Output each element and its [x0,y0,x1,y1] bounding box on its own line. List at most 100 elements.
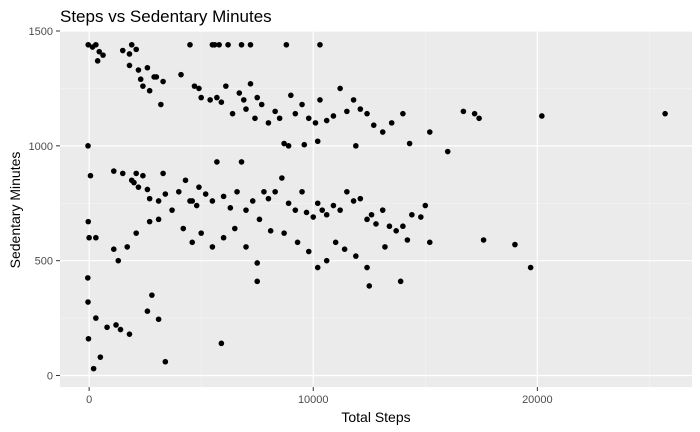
data-point [261,188,267,195]
data-point [292,110,299,117]
data-point [216,41,222,48]
data-point [104,324,110,331]
data-point [299,188,305,195]
data-point [214,94,220,101]
data-point [196,85,202,92]
data-point [281,230,287,236]
x-tick-label: 10000 [298,394,329,406]
data-point [236,90,243,96]
data-point [288,92,294,99]
data-point [364,264,370,271]
data-point [158,101,164,108]
data-point [317,97,323,103]
data-point [191,83,198,89]
data-point [86,234,92,241]
data-point [240,97,247,103]
data-point [144,64,151,71]
data-point [180,225,187,232]
data-point [332,239,339,246]
data-point [155,316,162,323]
data-point [85,143,91,149]
data-point [422,202,429,209]
data-point [254,260,261,266]
data-point [169,207,175,213]
data-point [388,120,395,126]
data-point [144,186,151,193]
data-point [146,218,153,225]
data-point [131,179,137,186]
data-point [218,340,225,347]
data-point [115,257,122,264]
data-point [193,202,200,209]
data-point [364,216,370,223]
data-point [182,177,189,184]
data-point [247,41,254,48]
data-point [254,94,261,101]
data-point [400,110,406,117]
data-point [323,257,330,264]
data-point [207,97,213,103]
data-point [162,191,169,197]
data-point [397,278,404,285]
data-point [220,193,227,200]
data-points [84,41,668,372]
data-point [444,148,451,155]
data-point [126,62,133,69]
data-point [135,67,142,73]
data-point [379,129,386,135]
data-point [243,106,249,112]
data-point [238,159,245,165]
data-point [160,78,166,85]
data-point [146,195,153,202]
data-point [323,211,330,218]
data-point [155,198,162,204]
data-point [350,198,357,204]
data-point [406,140,413,147]
data-point [229,110,236,117]
data-point [202,191,209,197]
data-point [317,41,323,48]
data-point [189,198,196,204]
y-tick-label: 1500 [29,26,53,38]
data-point [97,354,104,360]
data-point [265,195,272,202]
data-point [110,168,117,174]
data-point [85,335,92,342]
data-point [344,188,350,195]
data-point [117,326,124,333]
data-point [476,115,482,122]
data-point [373,221,379,227]
data-point [527,264,534,271]
data-point [386,223,393,230]
data-point [409,211,415,218]
data-point [223,83,229,89]
data-point [310,214,317,220]
data-point [285,143,292,149]
data-point [512,241,518,248]
data-point [258,101,265,108]
data-point [232,225,238,232]
data-point [162,358,169,365]
data-point [198,94,204,101]
data-point [214,159,220,165]
data-point [234,188,240,195]
data-point [140,172,146,179]
data-point [330,202,337,209]
data-point [187,41,193,48]
data-point [299,101,305,108]
data-point [330,113,337,119]
data-point [100,52,106,58]
data-point [198,230,204,236]
data-point [305,115,312,122]
data-point [189,239,196,246]
data-point [140,83,146,89]
data-point [460,108,467,115]
data-point [146,87,153,94]
data-point [93,234,99,241]
data-point [126,331,133,337]
data-point [353,253,359,259]
data-point [294,239,301,246]
data-point [337,207,343,213]
data-point [404,237,411,243]
